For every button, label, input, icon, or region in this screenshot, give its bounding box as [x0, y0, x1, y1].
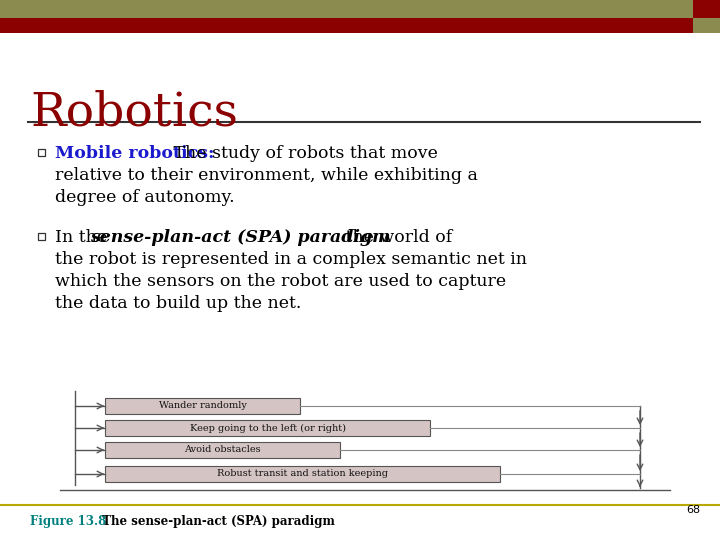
Text: which the sensors on the robot are used to capture: which the sensors on the robot are used …: [55, 273, 506, 290]
Text: the robot is represented in a complex semantic net in: the robot is represented in a complex se…: [55, 251, 527, 268]
Text: 68: 68: [686, 505, 700, 515]
Text: Avoid obstacles: Avoid obstacles: [184, 446, 261, 455]
Text: relative to their environment, while exhibiting a: relative to their environment, while exh…: [55, 167, 478, 184]
Text: degree of autonomy.: degree of autonomy.: [55, 189, 235, 206]
Bar: [105, 442, 340, 458]
Text: the world of: the world of: [340, 229, 452, 246]
Bar: [38, 148, 45, 156]
Text: The sense-plan-act (SPA) paradigm: The sense-plan-act (SPA) paradigm: [94, 515, 335, 528]
Text: the data to build up the net.: the data to build up the net.: [55, 295, 302, 312]
Text: Robust transit and station keeping: Robust transit and station keeping: [217, 469, 388, 478]
Bar: [0, 18, 693, 33]
Text: Wander randomly: Wander randomly: [158, 402, 246, 410]
Text: Mobile robotics:: Mobile robotics:: [55, 145, 215, 162]
Text: Keep going to the left (or right): Keep going to the left (or right): [189, 423, 346, 433]
Text: The study of robots that move: The study of robots that move: [168, 145, 438, 162]
Bar: [693, 18, 720, 33]
Text: sense-plan-act (SPA) paradigm: sense-plan-act (SPA) paradigm: [90, 229, 390, 246]
Bar: [38, 233, 45, 240]
Bar: [0, 0, 693, 18]
Text: Robotics: Robotics: [30, 90, 238, 135]
Text: In the: In the: [55, 229, 112, 246]
Bar: [693, 0, 720, 33]
Bar: [105, 466, 500, 482]
Bar: [105, 398, 300, 414]
Bar: [105, 420, 430, 436]
Text: Figure 13.8: Figure 13.8: [30, 515, 107, 528]
